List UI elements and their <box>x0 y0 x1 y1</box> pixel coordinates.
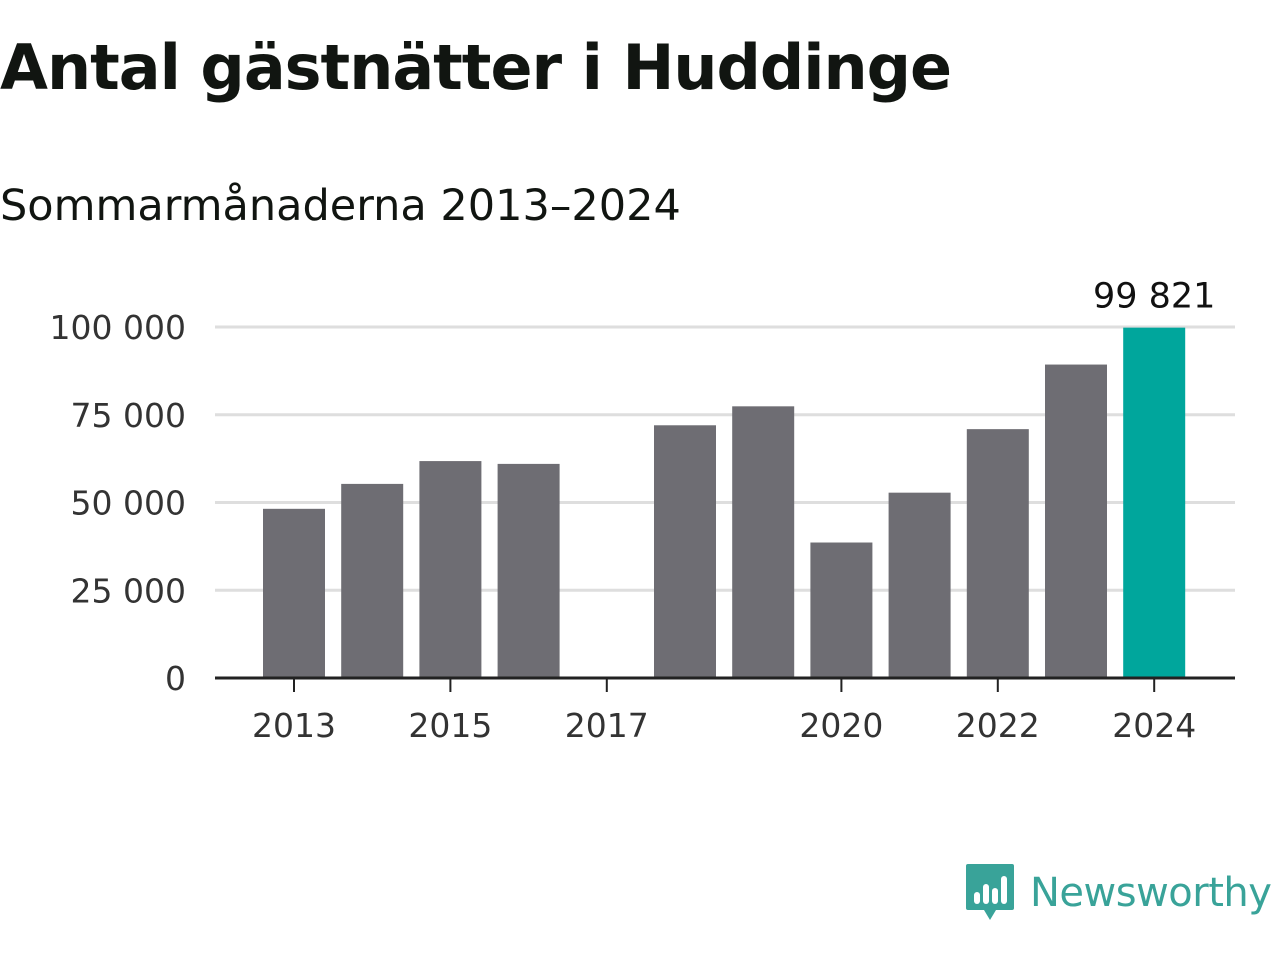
x-tick-label: 2022 <box>956 706 1040 745</box>
x-tick-label: 2013 <box>252 706 336 745</box>
bar-2021 <box>888 492 951 678</box>
chart-subtitle: Sommarmånaderna 2013–2024 <box>0 181 681 231</box>
data-label: 99 821 <box>1093 277 1215 317</box>
y-tick-label: 0 <box>165 659 186 698</box>
y-tick-label: 100 000 <box>50 308 186 347</box>
y-tick-label: 75 000 <box>71 396 186 435</box>
chart-title: Antal gästnätter i Huddinge <box>0 31 952 104</box>
bar-2024 <box>1123 327 1186 678</box>
x-tick-label: 2015 <box>408 706 492 745</box>
x-tick-label: 2024 <box>1112 706 1196 745</box>
bar-chart-speech-bubble-icon <box>966 864 1014 920</box>
bar-2020 <box>810 542 873 678</box>
bar-2013 <box>263 508 325 678</box>
y-tick-label: 25 000 <box>71 571 186 610</box>
bar-2022 <box>966 429 1029 678</box>
bar-2018 <box>654 425 716 678</box>
bar-2014 <box>341 483 404 678</box>
y-tick-label: 50 000 <box>71 484 186 523</box>
bar-2015 <box>419 461 482 678</box>
newsworthy-logo: Newsworthy <box>964 862 1272 924</box>
bar-2019 <box>732 406 795 678</box>
logo-text: Newsworthy <box>1030 870 1272 916</box>
x-tick-label: 2020 <box>799 706 883 745</box>
x-tick-label: 2017 <box>565 706 649 745</box>
bar-2016 <box>497 463 560 678</box>
bar-2023 <box>1045 364 1107 678</box>
